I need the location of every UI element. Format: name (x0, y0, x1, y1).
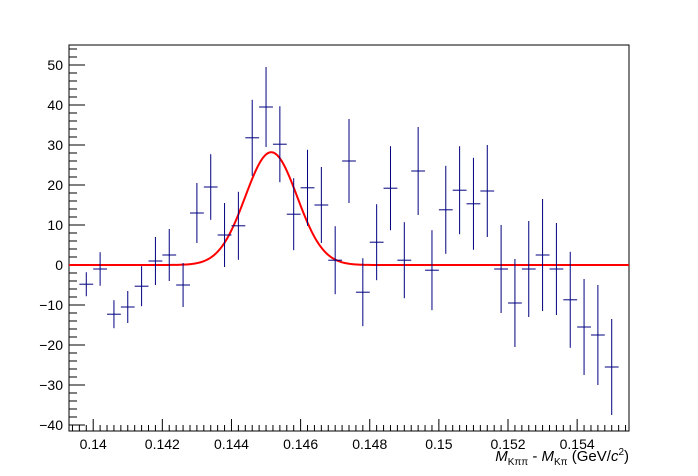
data-point (286, 178, 301, 251)
data-point (369, 204, 384, 281)
data-point (383, 146, 398, 231)
data-point (521, 221, 536, 317)
data-point (245, 99, 260, 176)
data-points-layer (79, 67, 619, 415)
data-point (480, 145, 495, 237)
y-tick-label: 20 (47, 177, 63, 193)
data-point (314, 167, 329, 243)
data-point (272, 106, 287, 183)
data-point (577, 279, 591, 375)
data-point (397, 222, 412, 299)
x-axis-title: MKππ - MKπ (GeV/c2) (495, 447, 629, 468)
y-tick-label: 30 (47, 137, 63, 153)
axis-ticks (69, 48, 627, 431)
y-tick-label: −10 (39, 297, 63, 313)
data-point (411, 127, 426, 215)
x-tick-label: 0.148 (352, 436, 387, 452)
y-tick-label: −40 (39, 417, 63, 433)
data-point (438, 165, 453, 254)
x-tick-label: 0.154 (560, 436, 595, 452)
x-tick-labels: 0.14 0.142 0.144 0.146 0.148 0.15 0.152 0.154 (80, 436, 595, 452)
plot-frame (68, 44, 630, 432)
data-point (466, 157, 481, 250)
data-point (259, 67, 273, 147)
y-tick-label: −30 (39, 377, 63, 393)
x-tick-label: 0.144 (214, 436, 249, 452)
data-point (176, 263, 190, 307)
data-point (508, 259, 522, 347)
data-point (604, 319, 619, 415)
data-point (549, 223, 564, 315)
data-point (148, 237, 163, 285)
x-tick-label: 0.14 (80, 436, 107, 452)
data-point (217, 203, 232, 267)
x-tick-label: 0.15 (425, 436, 452, 452)
x-tick-label: 0.142 (145, 436, 180, 452)
y-tick-label: −20 (39, 337, 63, 353)
y-tick-label: 10 (47, 217, 63, 233)
data-point (300, 149, 315, 226)
data-point (231, 191, 246, 260)
data-point (107, 300, 121, 329)
y-tick-label: 0 (55, 257, 63, 273)
y-tick-labels: −40 −30 −20 −10 0 10 20 30 40 50 (39, 57, 63, 433)
data-point (535, 199, 550, 311)
data-point (563, 251, 578, 348)
data-point (328, 226, 343, 295)
data-point (342, 119, 356, 203)
data-point (162, 229, 177, 281)
data-point (134, 266, 149, 307)
data-point (494, 225, 509, 313)
y-tick-label: 50 (47, 57, 63, 73)
data-point (79, 272, 94, 297)
data-point (203, 154, 218, 220)
x-tick-label: 0.146 (283, 436, 318, 452)
gaussian-fit-curve (69, 151, 629, 266)
fit-curve-layer (69, 151, 629, 266)
x-tick-label: 0.152 (490, 436, 525, 452)
data-point (590, 285, 605, 385)
data-point (425, 230, 439, 311)
data-point (120, 291, 135, 323)
y-tick-label: 40 (47, 97, 63, 113)
data-point (355, 258, 370, 327)
data-point (189, 183, 204, 243)
data-point (93, 252, 108, 286)
data-point (452, 146, 467, 235)
